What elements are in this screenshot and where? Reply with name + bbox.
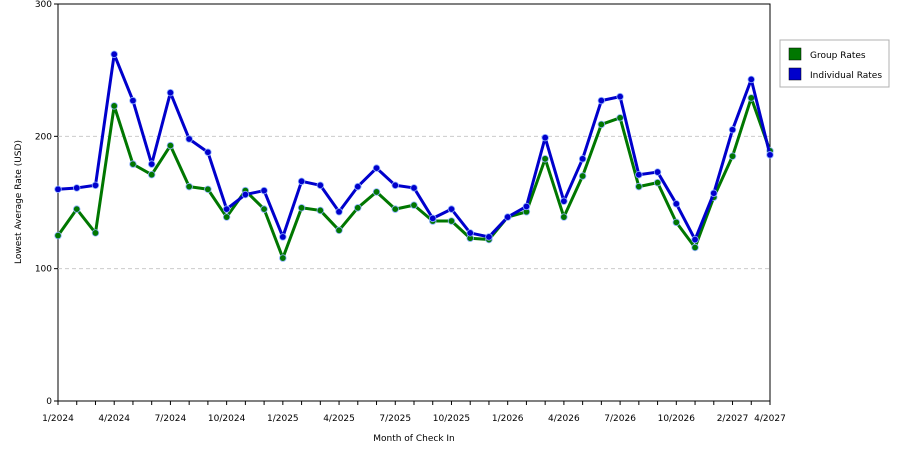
x-tick-label: 10/2024 — [208, 414, 246, 424]
data-point-individual-rates — [185, 135, 193, 143]
data-point-individual-rates — [297, 177, 306, 186]
data-point-individual-rates — [447, 205, 456, 213]
data-point-individual-rates — [279, 233, 287, 241]
data-point-individual-rates — [429, 214, 437, 223]
data-point-individual-rates — [166, 88, 175, 97]
data-point-individual-rates — [204, 148, 212, 156]
x-tick-label: 1/2025 — [267, 414, 299, 424]
data-point-group-rates — [635, 182, 643, 191]
data-point-individual-rates — [222, 205, 231, 213]
data-point-individual-rates — [616, 92, 624, 101]
data-point-individual-rates — [522, 202, 531, 211]
data-point-individual-rates — [260, 186, 268, 195]
y-tick-label: 100 — [35, 265, 52, 275]
data-point-group-rates — [447, 217, 456, 225]
data-point-group-rates — [335, 226, 343, 234]
y-axis: 0 100 200 300 — [35, 0, 58, 407]
data-point-individual-rates — [578, 155, 587, 163]
data-point-group-rates — [260, 205, 268, 213]
x-tick-label: 1/2026 — [492, 414, 524, 424]
x-axis: 1/2024 4/2024 7/2024 10/2024 1/2025 4/2025 7/2… — [42, 401, 786, 424]
x-tick-label: 7/2026 — [604, 414, 636, 424]
data-point-group-rates — [166, 141, 175, 150]
legend-label-group-rates: Group Rates — [810, 51, 866, 61]
y-axis-title: Lowest Average Rate (USD) — [14, 140, 24, 264]
data-point-individual-rates — [635, 171, 643, 179]
x-tick-label: 7/2024 — [155, 414, 187, 424]
data-point-group-rates — [541, 155, 549, 163]
data-point-individual-rates — [485, 233, 493, 241]
data-point-group-rates — [91, 229, 100, 237]
x-tick-label: 4/2024 — [98, 414, 130, 424]
x-tick-label: 4/2026 — [548, 414, 580, 424]
data-point-group-rates — [391, 205, 399, 213]
data-point-group-rates — [279, 254, 287, 262]
data-point-group-rates — [597, 120, 606, 129]
data-point-individual-rates — [129, 96, 137, 105]
data-point-group-rates — [297, 204, 306, 212]
data-point-individual-rates — [597, 96, 606, 105]
x-tick-label: 7/2025 — [379, 414, 411, 424]
data-point-group-rates — [560, 213, 568, 221]
data-point-individual-rates — [466, 229, 474, 237]
data-point-individual-rates — [410, 184, 418, 192]
data-point-individual-rates — [391, 181, 399, 189]
data-point-individual-rates — [73, 184, 81, 192]
data-point-group-rates — [616, 114, 624, 122]
legend-label-individual-rates: Individual Rates — [810, 71, 882, 81]
data-point-individual-rates — [110, 50, 118, 58]
data-point-group-rates — [222, 213, 231, 221]
legend-swatch-group-rates — [788, 47, 802, 61]
data-point-group-rates — [578, 172, 587, 180]
data-point-group-rates — [129, 160, 137, 168]
data-point-individual-rates — [710, 189, 718, 197]
data-point-group-rates — [354, 204, 362, 212]
data-point-group-rates — [73, 205, 81, 213]
y-tick-label: 300 — [35, 0, 52, 10]
x-tick-label: 4/2025 — [323, 414, 355, 424]
x-tick-label: 1/2024 — [42, 414, 74, 424]
data-point-group-rates — [204, 185, 212, 193]
data-point-group-rates — [410, 201, 418, 209]
data-point-group-rates — [185, 182, 193, 191]
data-point-group-rates — [691, 243, 699, 252]
data-point-individual-rates — [54, 185, 62, 193]
x-tick-label: 4/2027 — [754, 414, 786, 424]
data-point-group-rates — [54, 231, 62, 240]
data-point-group-rates — [653, 178, 662, 187]
data-point-individual-rates — [147, 160, 156, 168]
data-point-individual-rates — [672, 200, 681, 208]
data-point-group-rates — [316, 206, 325, 215]
data-point-individual-rates — [354, 182, 362, 191]
x-tick-label: 2/2027 — [717, 414, 749, 424]
data-point-individual-rates — [541, 133, 549, 142]
data-point-individual-rates — [316, 181, 325, 189]
data-point-individual-rates — [653, 168, 662, 176]
legend: Group Rates Individual Rates — [779, 39, 890, 88]
data-point-group-rates — [372, 188, 381, 196]
y-tick-label: 200 — [35, 132, 52, 142]
data-point-group-rates — [672, 218, 681, 227]
x-tick-label: 10/2026 — [658, 414, 696, 424]
data-point-group-rates — [747, 94, 755, 102]
data-point-individual-rates — [241, 190, 250, 199]
data-point-group-rates — [147, 171, 156, 179]
legend-swatch-individual-rates — [788, 67, 802, 81]
series-layer — [54, 50, 774, 262]
data-point-individual-rates — [766, 151, 774, 159]
data-point-individual-rates — [691, 235, 699, 244]
data-point-individual-rates — [728, 126, 737, 134]
data-point-individual-rates — [747, 75, 755, 84]
data-point-individual-rates — [560, 197, 568, 205]
data-point-group-rates — [728, 152, 737, 160]
data-point-individual-rates — [335, 208, 343, 216]
y-tick-label: 0 — [46, 397, 52, 407]
data-point-individual-rates — [503, 213, 512, 221]
data-point-group-rates — [110, 102, 118, 110]
data-point-individual-rates — [91, 181, 100, 189]
x-axis-title: Month of Check In — [373, 434, 455, 444]
data-point-individual-rates — [372, 164, 381, 172]
x-tick-label: 10/2025 — [433, 414, 470, 424]
